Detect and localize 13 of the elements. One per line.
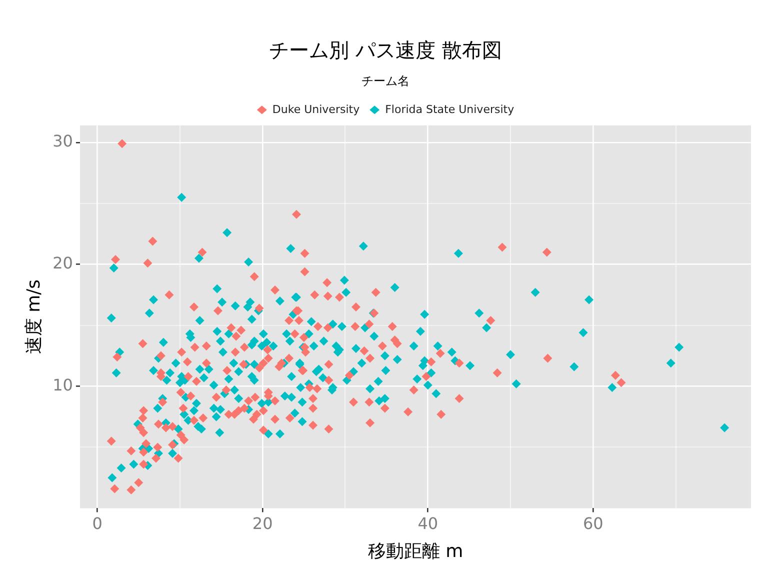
x-axis-title: 移動距離 m	[368, 540, 464, 562]
x-tick-label: 60	[582, 514, 604, 533]
legend-label: Florida State University	[385, 102, 515, 116]
chart-title: チーム別 パス速度 散布図	[269, 38, 502, 62]
y-axis-title: 速度 m/s	[23, 279, 44, 354]
y-tick-label: 10	[52, 375, 73, 394]
legend-label: Duke University	[272, 102, 360, 116]
x-tick-label: 0	[92, 514, 102, 533]
x-tick-label: 40	[418, 514, 438, 533]
y-tick-label: 20	[52, 254, 73, 273]
y-tick-label: 30	[52, 132, 73, 151]
legend-title: チーム名	[362, 74, 410, 88]
x-tick-label: 20	[252, 514, 273, 533]
